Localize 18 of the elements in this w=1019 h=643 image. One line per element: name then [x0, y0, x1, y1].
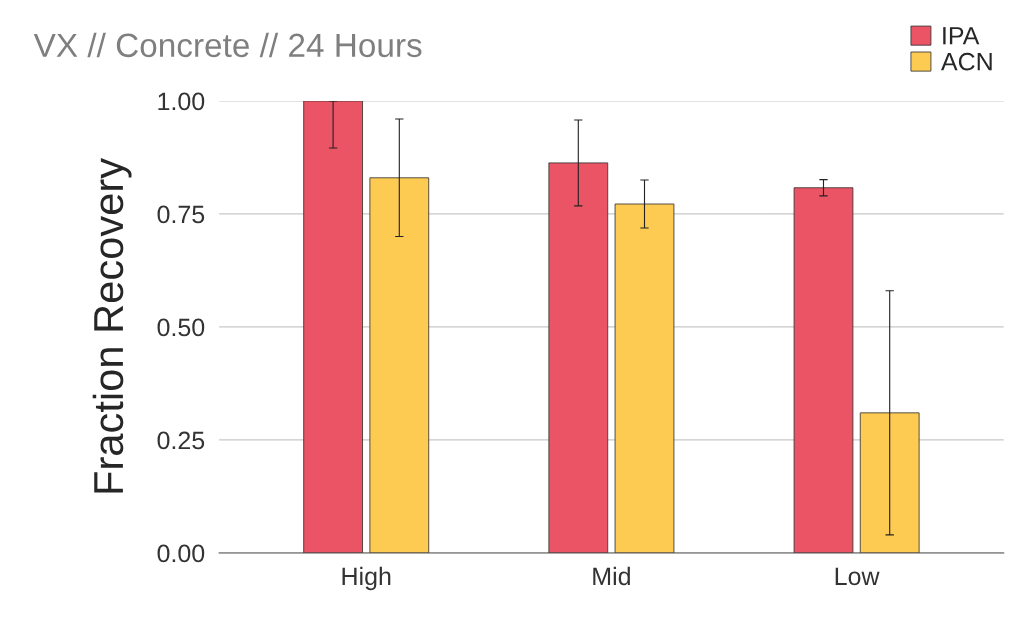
- y-tick-label: 1.00: [158, 92, 205, 111]
- bar: [369, 177, 430, 553]
- y-axis-title: Fraction Recovery: [92, 158, 132, 493]
- bar: [859, 412, 920, 553]
- chart-title: VX // Concrete // 24 Hours: [33, 32, 422, 58]
- legend-label: IPA: [943, 27, 980, 45]
- x-tick-label: High: [342, 566, 391, 591]
- legend-label: ACN: [940, 52, 992, 71]
- bar: [548, 162, 609, 553]
- bar: [614, 203, 675, 553]
- x-tick-label: Mid: [593, 566, 630, 586]
- bar: [793, 187, 854, 553]
- y-tick-label: 0.00: [157, 544, 205, 563]
- y-tick-label: 0.50: [157, 318, 205, 337]
- y-tick-label: 0.25: [157, 431, 205, 450]
- bar: [303, 100, 363, 553]
- y-tick-label: 0.75: [157, 205, 205, 224]
- x-tick-label: Low: [835, 567, 880, 586]
